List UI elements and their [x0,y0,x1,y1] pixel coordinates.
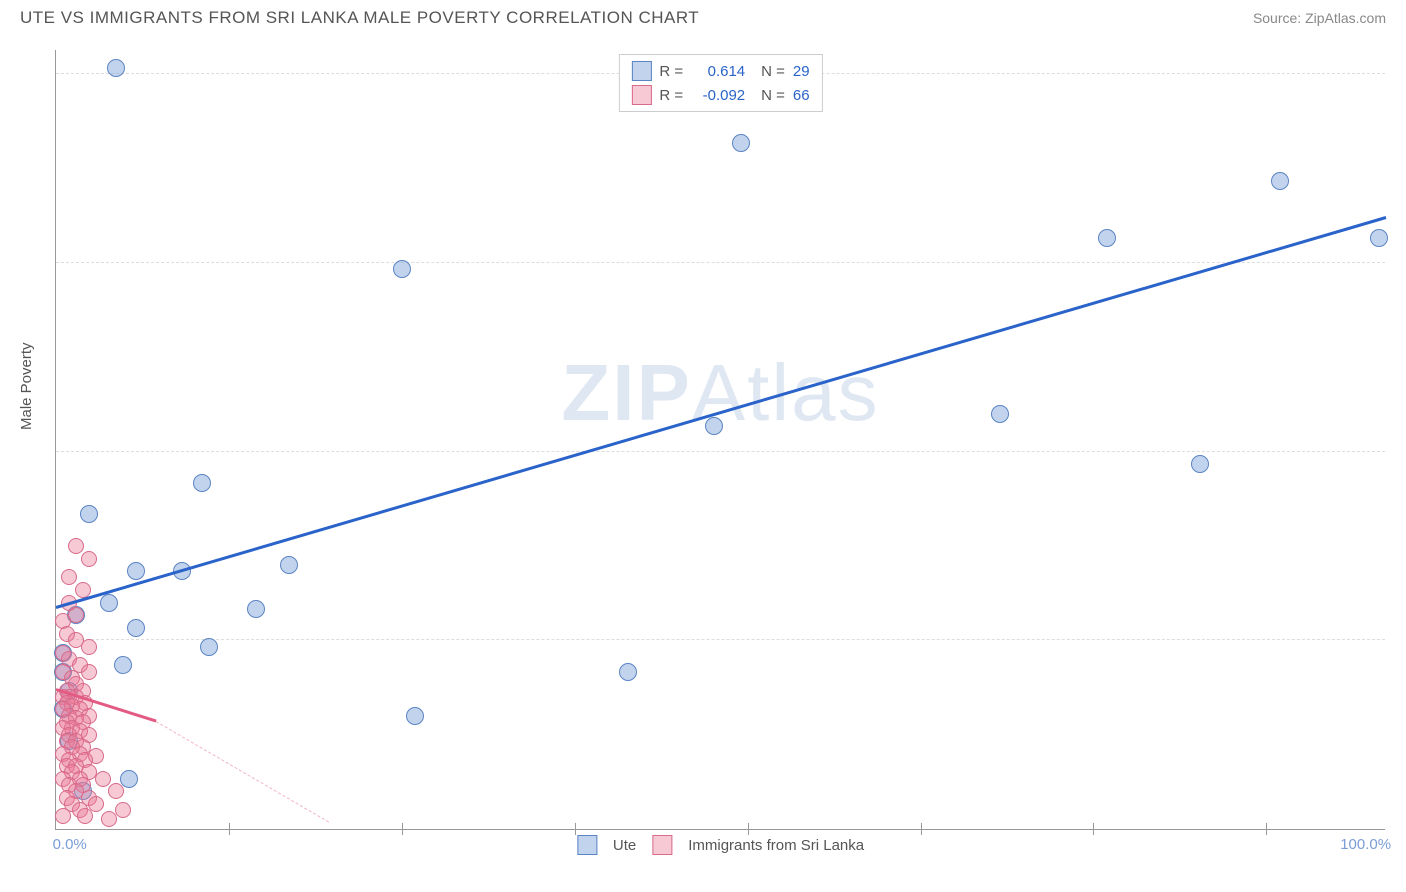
chart-source: Source: ZipAtlas.com [1253,10,1386,26]
data-point [80,505,98,523]
legend-r-label: R = [659,87,683,104]
correlation-legend: R = 0.614 N = 29 R = -0.092 N = 66 [618,54,822,112]
legend-r-value: 0.614 [691,63,745,80]
data-point [1098,229,1116,247]
scatter-chart: ZIPAtlas 15.0%30.0%45.0%60.0%0.0%100.0%R… [55,50,1385,830]
legend-swatch [631,85,651,105]
gridline [56,639,1385,640]
x-tick-label: 100.0% [1340,836,1391,853]
legend-series-label: Ute [613,837,636,854]
gridline [56,262,1385,263]
data-point [61,569,77,585]
x-tick [748,823,749,835]
legend-swatch [652,835,672,855]
data-point [77,808,93,824]
x-tick-label: 0.0% [53,836,87,853]
trend-line [155,721,328,823]
data-point [991,405,1009,423]
data-point [95,771,111,787]
data-point [200,638,218,656]
legend-n-value: 29 [793,63,810,80]
legend-row: R = -0.092 N = 66 [631,83,809,107]
data-point [107,59,125,77]
x-tick [921,823,922,835]
data-point [705,417,723,435]
data-point [55,808,71,824]
x-tick [1093,823,1094,835]
data-point [101,811,117,827]
data-point [81,639,97,655]
y-axis-label: Male Poverty [18,342,35,430]
legend-swatch [577,835,597,855]
data-point [1370,229,1388,247]
chart-header: UTE VS IMMIGRANTS FROM SRI LANKA MALE PO… [0,0,1406,32]
data-point [280,556,298,574]
data-point [100,594,118,612]
watermark-zip: ZIP [561,348,691,437]
x-tick [402,823,403,835]
data-point [127,619,145,637]
legend-row: R = 0.614 N = 29 [631,59,809,83]
legend-n-value: 66 [793,87,810,104]
legend-n-label: N = [761,87,785,104]
legend-series-label: Immigrants from Sri Lanka [688,837,864,854]
trend-line [56,216,1387,609]
legend-r-label: R = [659,63,683,80]
x-tick [1266,823,1267,835]
x-tick [575,823,576,835]
data-point [115,802,131,818]
x-tick [229,823,230,835]
data-point [68,538,84,554]
legend-swatch [631,61,651,81]
chart-title: UTE VS IMMIGRANTS FROM SRI LANKA MALE PO… [20,8,699,28]
data-point [732,134,750,152]
data-point [247,600,265,618]
legend-r-value: -0.092 [691,87,745,104]
legend-n-label: N = [761,63,785,80]
gridline [56,451,1385,452]
data-point [120,770,138,788]
series-legend: Ute Immigrants from Sri Lanka [577,835,864,855]
data-point [406,707,424,725]
data-point [81,664,97,680]
data-point [1271,172,1289,190]
data-point [114,656,132,674]
data-point [193,474,211,492]
data-point [108,783,124,799]
data-point [127,562,145,580]
data-point [1191,455,1209,473]
data-point [81,551,97,567]
data-point [619,663,637,681]
data-point [393,260,411,278]
